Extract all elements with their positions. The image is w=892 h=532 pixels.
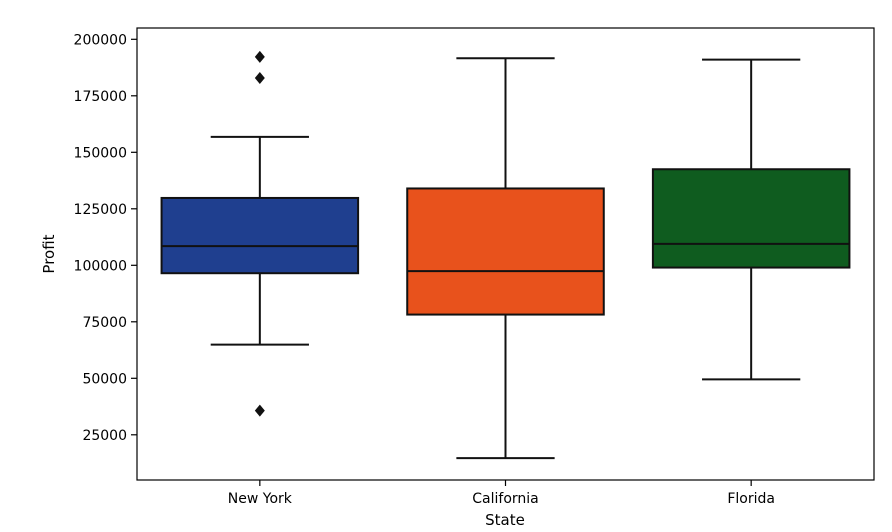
iqr-box bbox=[160, 196, 360, 275]
box-california bbox=[406, 57, 605, 460]
x-axis-label: State bbox=[485, 511, 525, 529]
x-tick-label: New York bbox=[228, 491, 293, 507]
box-new-york bbox=[160, 50, 360, 417]
x-tick-label: Florida bbox=[727, 491, 775, 507]
x-tick-label: California bbox=[472, 491, 538, 507]
outlier-point bbox=[254, 50, 265, 63]
y-tick-label: 175000 bbox=[74, 89, 127, 105]
y-tick-label: 150000 bbox=[74, 145, 127, 161]
y-tick-label: 75000 bbox=[82, 315, 127, 331]
iqr-box bbox=[406, 187, 605, 316]
iqr-box bbox=[651, 168, 851, 269]
y-axis: 25000 50000 75000 100000 125000 150000 175000 2… bbox=[74, 32, 137, 444]
y-tick-label: 25000 bbox=[82, 428, 127, 444]
x-axis: New York California Florida bbox=[228, 480, 775, 507]
outlier-point bbox=[254, 71, 265, 84]
plot-content bbox=[160, 50, 851, 460]
box-florida bbox=[651, 58, 851, 381]
outlier-point bbox=[254, 404, 265, 417]
y-tick-label: 125000 bbox=[74, 202, 127, 218]
y-tick-label: 200000 bbox=[74, 32, 127, 48]
y-axis-label: Profit bbox=[40, 234, 58, 273]
y-tick-label: 50000 bbox=[82, 371, 127, 387]
y-tick-label: 100000 bbox=[74, 258, 127, 274]
